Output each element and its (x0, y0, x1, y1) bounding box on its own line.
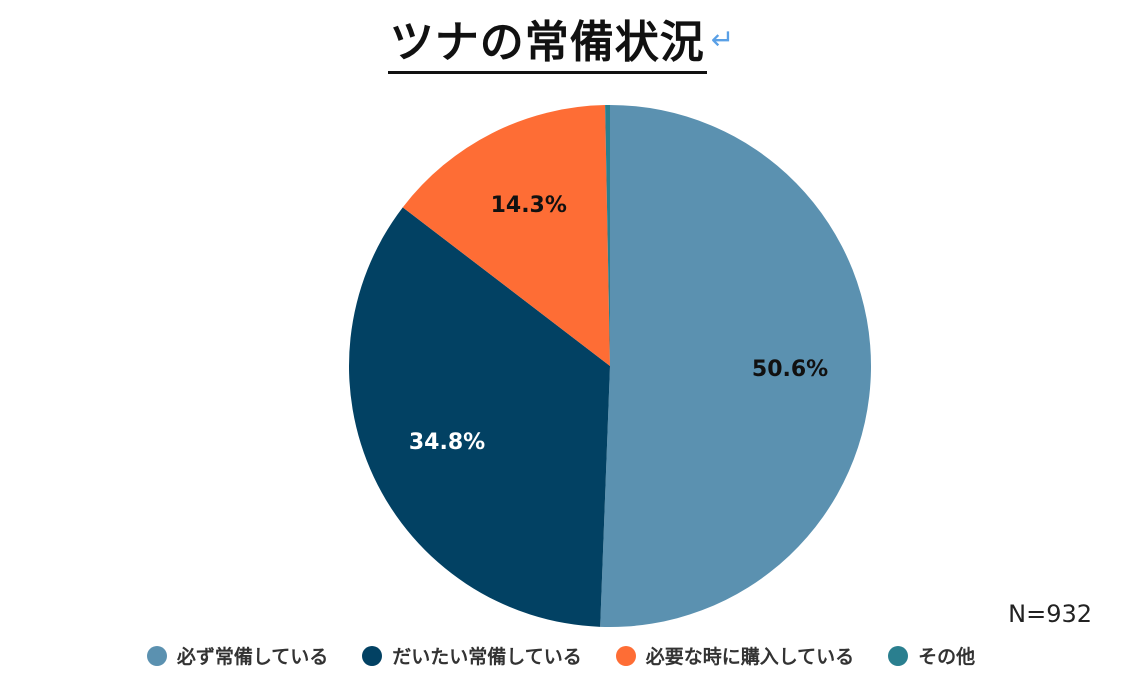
title-area: ツナの常備状況 ↵ (0, 17, 1122, 74)
pie-slice-always (600, 105, 871, 627)
legend-item-other: その他 (888, 642, 975, 669)
legend-label: 必要な時に購入している (645, 646, 855, 668)
data-label-always: 50.6% (752, 357, 828, 382)
legend-label: だいたい常備している (392, 646, 582, 668)
legend-label: 必ず常備している (176, 646, 329, 668)
legend-item-always: 必ず常備している (146, 642, 329, 669)
legend-item-when-needed: 必要な時に購入している (615, 642, 855, 669)
chart-title: ツナの常備状況 (387, 17, 707, 74)
legend-marker (362, 645, 383, 666)
pie-slice-when-needed (402, 105, 610, 367)
data-label-when-needed: 14.3% (491, 193, 567, 218)
legend-marker (146, 645, 167, 666)
return-arrow-icon: ↵ (710, 23, 735, 56)
pie-slice-other (605, 105, 610, 366)
legend-item-mostly: だいたい常備している (362, 642, 582, 669)
legend-marker (615, 645, 636, 666)
data-label-mostly: 34.8% (409, 430, 485, 455)
legend: 必ず常備している だいたい常備している 必要な時に購入している その他 (0, 642, 1122, 669)
pie-slice-mostly (348, 207, 610, 627)
legend-label: その他 (918, 646, 976, 668)
sample-size-label: N=932 (1008, 600, 1092, 628)
legend-marker (888, 645, 909, 666)
